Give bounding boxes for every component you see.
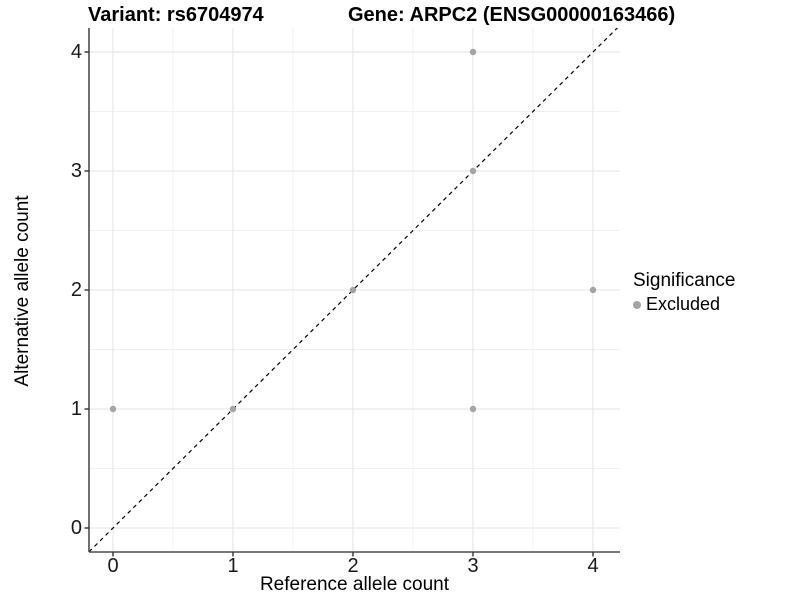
y-tick-label-1: 1 [70,398,82,420]
x-tick-label-3: 3 [467,555,479,577]
x-tick-label-1: 1 [227,555,239,577]
y-tick-label-2: 2 [70,279,82,301]
legend-title: Significance [633,270,736,291]
data-point [589,286,597,294]
data-point [469,48,477,56]
x-tick-label-4: 4 [587,555,599,577]
data-point [229,405,237,413]
x-tick-label-0: 0 [107,555,119,577]
data-point [349,286,357,294]
x-axis-title: Reference allele count [259,574,450,595]
legend-item-label: Excluded [646,294,721,314]
excluded-point-icon [633,300,641,309]
y-tick-label-0: 0 [70,517,82,539]
data-point [469,405,477,413]
legend: Significance Excluded [633,270,735,315]
y-axis-title: Alternative allele count [12,195,33,387]
legend-item-excluded: Excluded [633,294,735,315]
y-tick-label-4: 4 [70,41,82,63]
x-tick-label-2: 2 [347,555,359,577]
data-point [109,405,117,413]
gene-title: Gene: ARPC2 (ENSG00000163466) [348,4,676,26]
y-tick-label-3: 3 [70,160,82,182]
data-point [469,167,477,175]
variant-title: Variant: rs6704974 [88,4,264,26]
